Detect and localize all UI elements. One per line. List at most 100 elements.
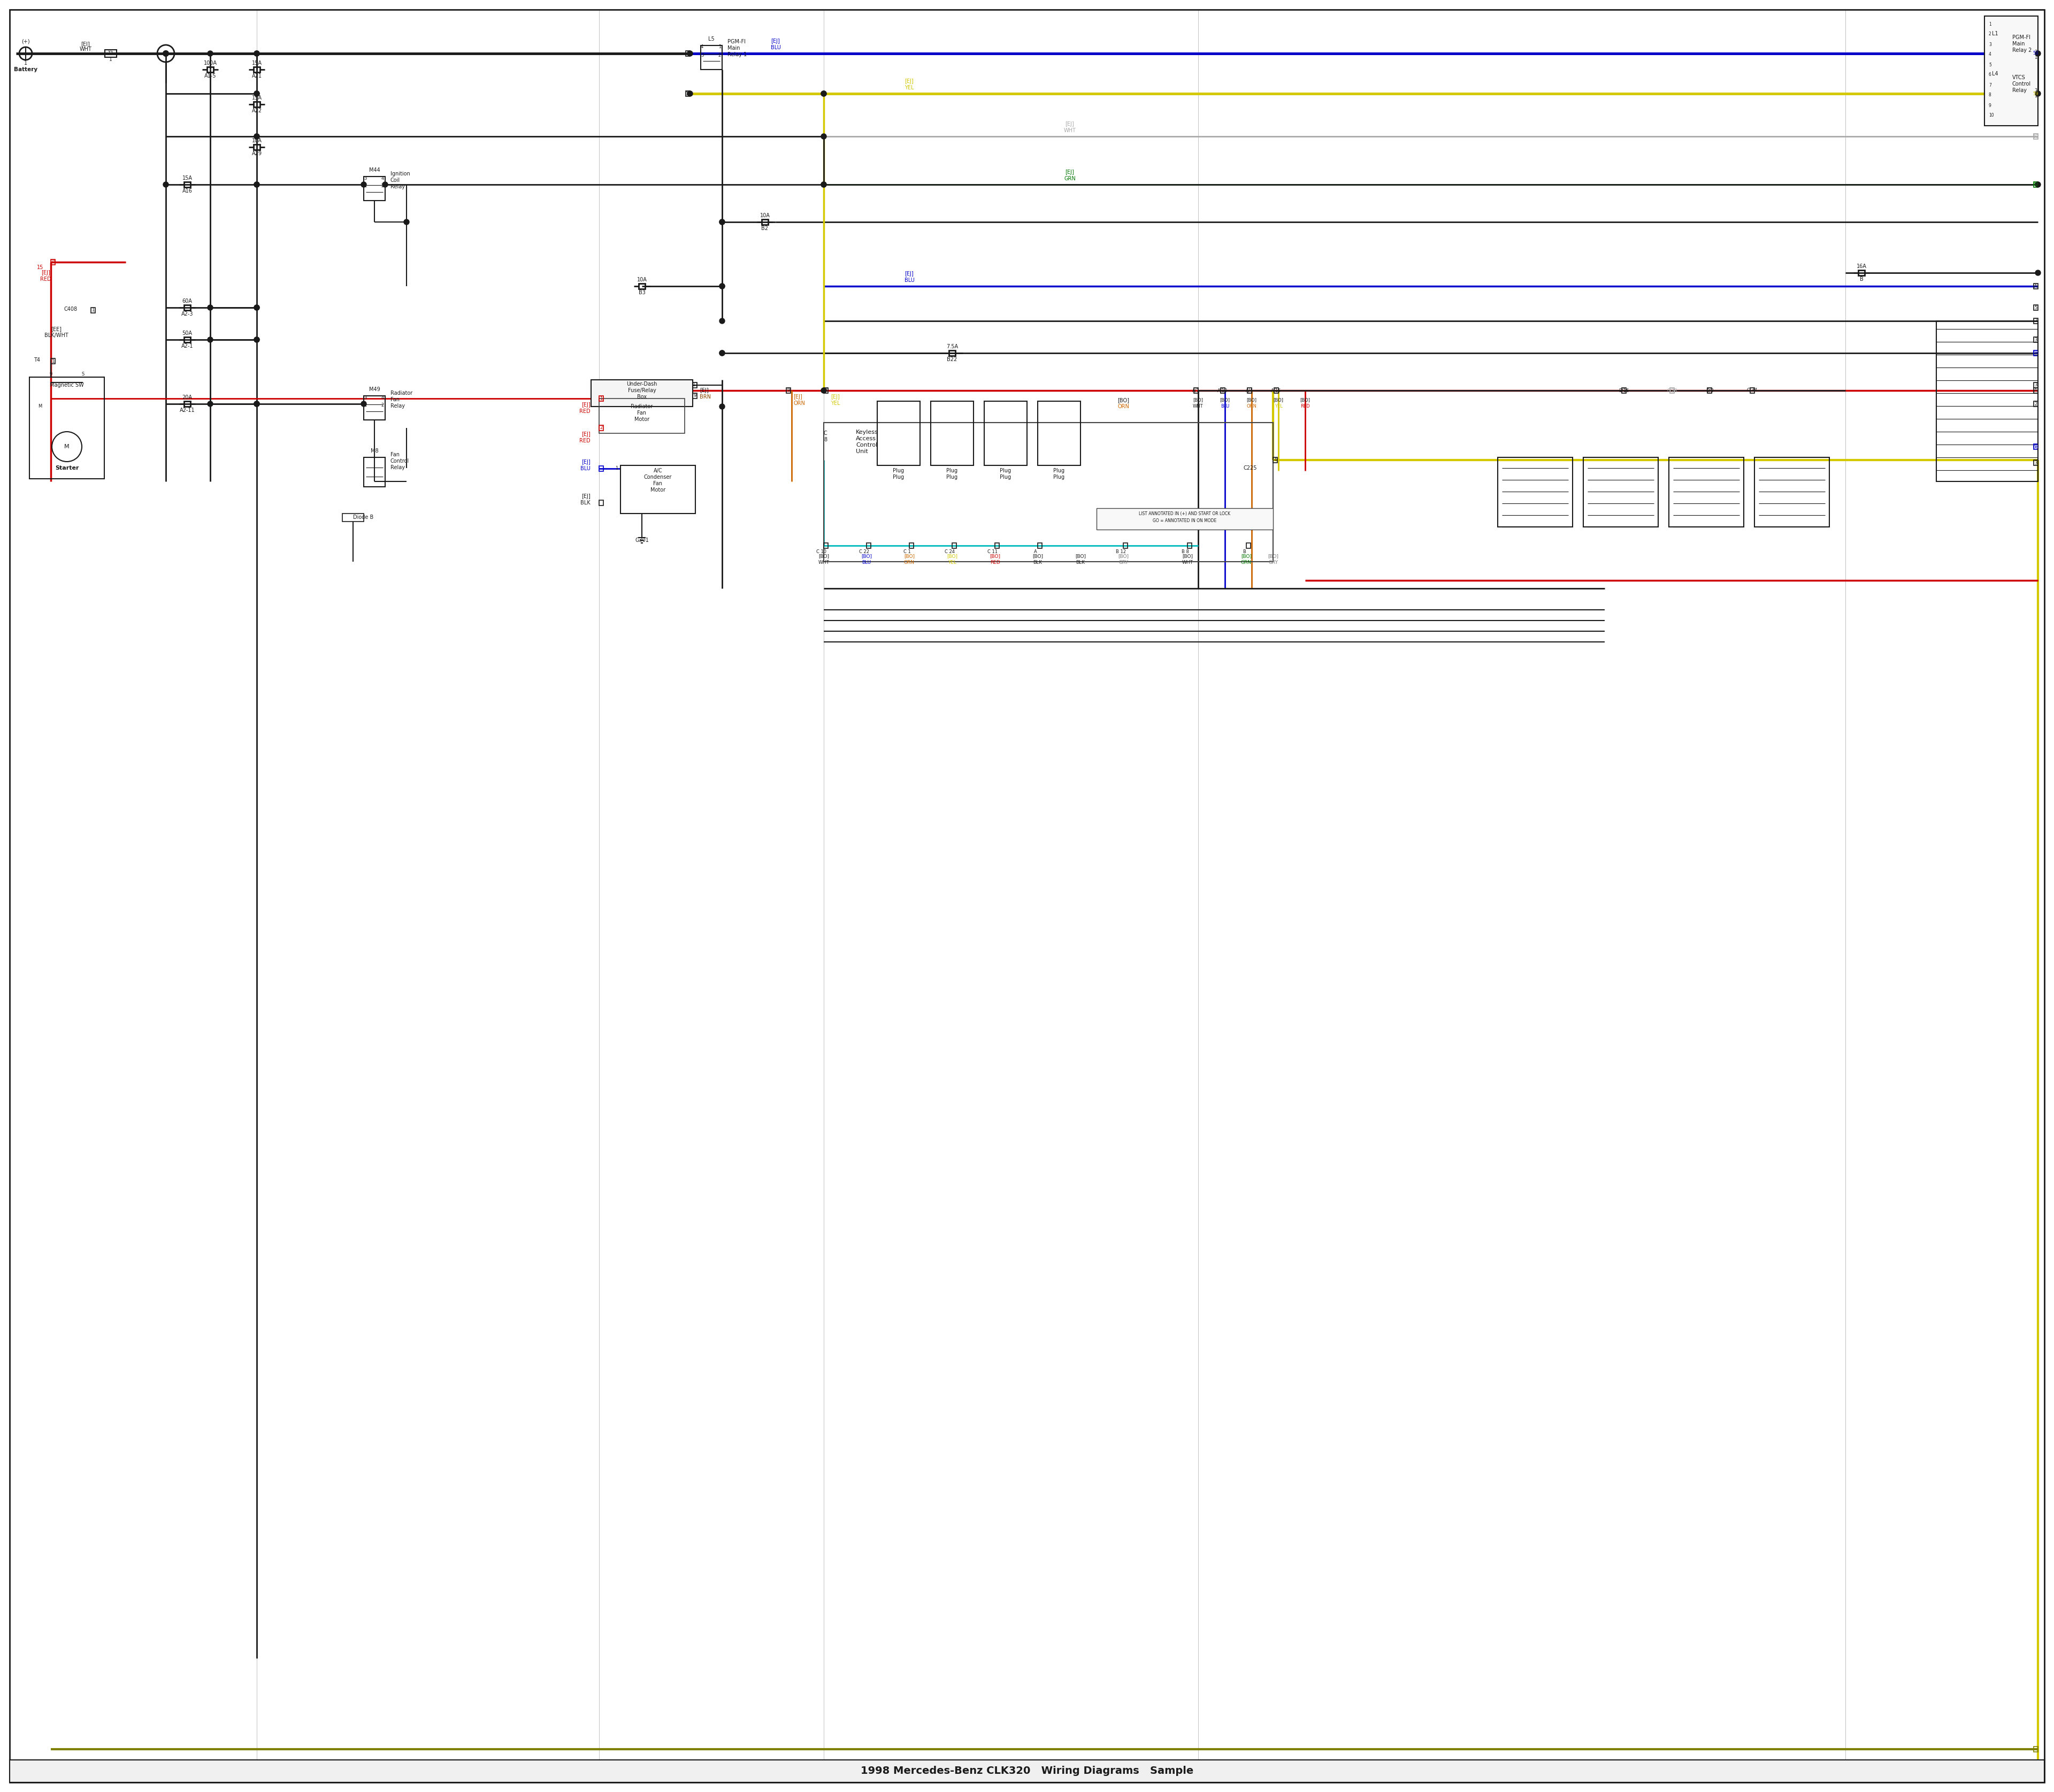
Text: B: B bbox=[1243, 550, 1245, 554]
Text: 9: 9 bbox=[787, 389, 791, 392]
Text: (+): (+) bbox=[21, 39, 31, 45]
Text: S: S bbox=[82, 373, 84, 376]
Text: PGM-FI: PGM-FI bbox=[727, 39, 746, 45]
Circle shape bbox=[207, 50, 214, 56]
Text: 5: 5 bbox=[2033, 305, 2038, 310]
Text: 2: 2 bbox=[1988, 32, 1990, 36]
Bar bbox=[2033, 319, 2038, 324]
Text: 16A: 16A bbox=[1857, 263, 1867, 269]
Text: 1: 1 bbox=[51, 358, 53, 364]
Bar bbox=[2033, 54, 2038, 59]
Text: 3: 3 bbox=[2033, 50, 2038, 54]
Text: [BO]: [BO] bbox=[1193, 398, 1204, 403]
Circle shape bbox=[719, 219, 725, 224]
Bar bbox=[253, 66, 261, 72]
Text: C 22: C 22 bbox=[859, 550, 869, 554]
Text: 1: 1 bbox=[364, 403, 366, 409]
Circle shape bbox=[719, 351, 725, 357]
Text: Control: Control bbox=[390, 459, 409, 464]
Text: 58: 58 bbox=[2033, 52, 2040, 56]
Text: G301: G301 bbox=[635, 538, 649, 543]
Text: Relay 1: Relay 1 bbox=[727, 52, 748, 57]
Text: 6B: 6B bbox=[2033, 444, 2040, 450]
Bar bbox=[2033, 91, 2038, 97]
Circle shape bbox=[255, 50, 259, 56]
Text: 3: 3 bbox=[2033, 383, 2038, 387]
Text: L5: L5 bbox=[709, 36, 715, 41]
Text: C 34: C 34 bbox=[1748, 389, 1758, 392]
Text: Starter: Starter bbox=[55, 466, 78, 471]
Bar bbox=[787, 387, 791, 392]
Text: 5: 5 bbox=[1988, 63, 1990, 66]
Text: Coil: Coil bbox=[390, 177, 401, 183]
Text: 2: 2 bbox=[719, 52, 721, 57]
Text: [EJ]: [EJ] bbox=[581, 459, 592, 464]
Text: [BO]: [BO] bbox=[1267, 554, 1278, 559]
Text: A29: A29 bbox=[253, 151, 261, 156]
Text: GRN: GRN bbox=[1064, 176, 1076, 181]
Bar bbox=[105, 50, 117, 57]
Circle shape bbox=[255, 91, 259, 97]
Circle shape bbox=[255, 50, 259, 56]
Bar bbox=[1124, 543, 1128, 548]
Bar bbox=[910, 543, 914, 548]
Text: 15A: 15A bbox=[253, 61, 261, 66]
Text: Under-Dash: Under-Dash bbox=[626, 382, 657, 387]
Text: 10: 10 bbox=[824, 389, 828, 392]
Bar bbox=[2033, 382, 2038, 387]
Bar bbox=[1187, 543, 1191, 548]
Text: YEL: YEL bbox=[1273, 403, 1282, 409]
Bar bbox=[1668, 457, 1744, 527]
Bar bbox=[185, 305, 191, 310]
Text: A22: A22 bbox=[253, 108, 261, 113]
Text: BLK: BLK bbox=[581, 500, 592, 505]
Text: 60: 60 bbox=[2033, 134, 2040, 138]
Circle shape bbox=[688, 91, 692, 97]
Text: WHT: WHT bbox=[817, 559, 830, 564]
Text: 2: 2 bbox=[382, 403, 384, 409]
Circle shape bbox=[822, 91, 826, 97]
Text: YEL: YEL bbox=[947, 559, 957, 564]
Text: M8: M8 bbox=[370, 448, 378, 453]
Text: 3: 3 bbox=[1988, 41, 1990, 47]
Text: B/16: B/16 bbox=[1619, 389, 1629, 392]
Text: GRY: GRY bbox=[1267, 559, 1278, 564]
Text: BLU: BLU bbox=[904, 278, 914, 283]
Bar bbox=[2033, 387, 2038, 392]
Text: A2-11: A2-11 bbox=[179, 407, 195, 412]
Bar bbox=[700, 45, 723, 70]
Bar bbox=[1097, 509, 1273, 530]
Text: 20A: 20A bbox=[183, 394, 193, 400]
Bar bbox=[639, 283, 645, 289]
Bar bbox=[2033, 401, 2038, 407]
Text: RED: RED bbox=[1300, 403, 1310, 409]
Bar bbox=[762, 219, 768, 224]
Text: 1: 1 bbox=[2033, 93, 2038, 99]
Text: [BO]: [BO] bbox=[990, 554, 1000, 559]
Bar bbox=[1750, 387, 1754, 392]
Bar bbox=[686, 91, 690, 97]
Text: [BO]: [BO] bbox=[947, 554, 957, 559]
Text: ORN: ORN bbox=[793, 401, 805, 407]
Bar bbox=[253, 102, 261, 108]
Text: Access: Access bbox=[857, 435, 877, 441]
Text: [EJ]: [EJ] bbox=[906, 271, 914, 276]
Text: L1: L1 bbox=[1992, 30, 1999, 36]
Text: BLK: BLK bbox=[1076, 559, 1085, 564]
Bar bbox=[1754, 457, 1830, 527]
Text: ORN: ORN bbox=[1247, 403, 1257, 409]
Circle shape bbox=[255, 305, 259, 310]
Circle shape bbox=[162, 50, 168, 56]
Text: Ignition: Ignition bbox=[390, 172, 411, 177]
Text: B22: B22 bbox=[947, 357, 957, 362]
Circle shape bbox=[207, 337, 214, 342]
Text: B 12: B 12 bbox=[1115, 550, 1126, 554]
Bar bbox=[1984, 16, 2038, 125]
Bar bbox=[1273, 387, 1278, 392]
Text: Radiator: Radiator bbox=[631, 403, 653, 409]
Text: 3: 3 bbox=[700, 52, 705, 57]
Text: Condenser: Condenser bbox=[643, 475, 672, 480]
Bar bbox=[51, 358, 55, 364]
Text: B: B bbox=[1859, 276, 1863, 281]
Bar bbox=[1707, 387, 1711, 392]
